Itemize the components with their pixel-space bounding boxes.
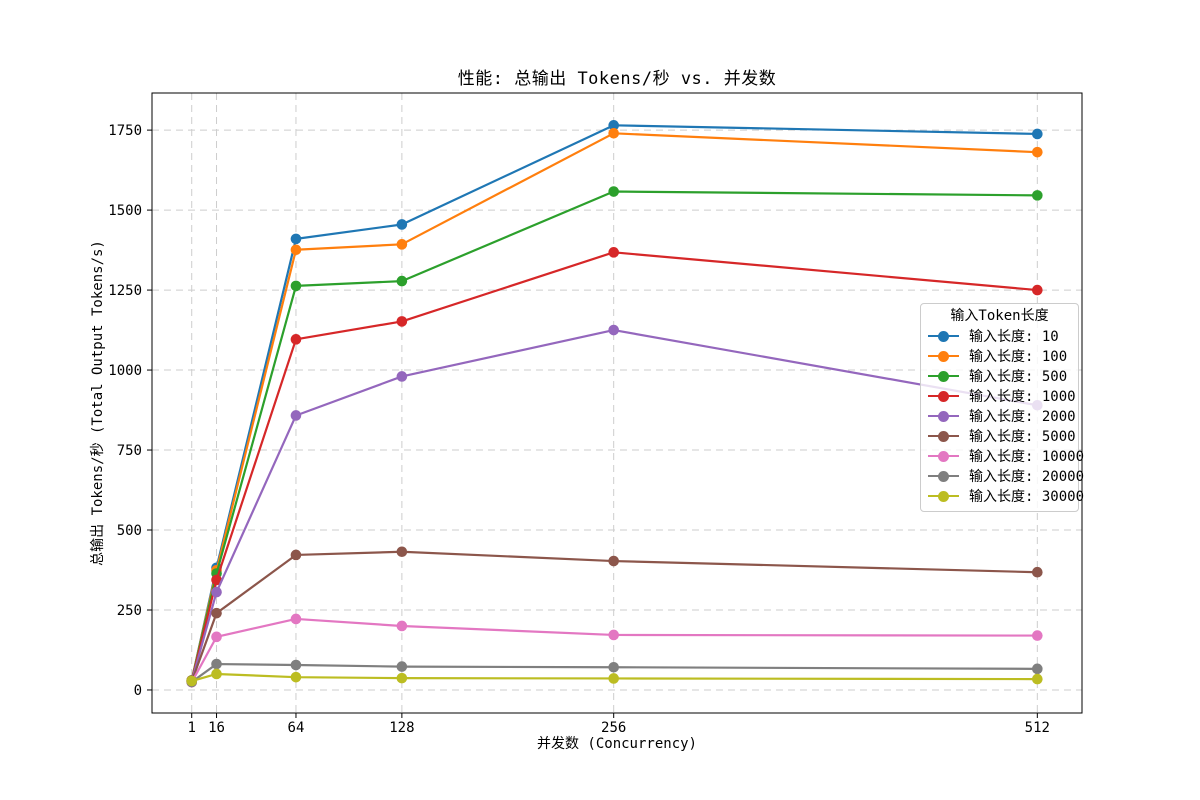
legend-entry-label: 输入长度: 10000 [969, 449, 1085, 465]
series-marker [396, 275, 408, 287]
legend-entry: 输入长度: 1000 [921, 386, 1078, 406]
x-tick-label: 128 [389, 720, 414, 736]
series-marker [1032, 630, 1043, 641]
series-marker [1032, 190, 1043, 201]
series-marker [290, 244, 302, 256]
series-marker [290, 334, 302, 345]
series-marker [290, 549, 302, 561]
series-marker [608, 120, 619, 131]
legend-entry: 输入长度: 10000 [921, 446, 1084, 466]
y-tick-label: 1250 [108, 283, 142, 299]
y-tick-label: 1500 [108, 203, 142, 219]
legend-line-marker-icon [928, 446, 959, 466]
legend-entry: 输入长度: 10 [921, 326, 1078, 346]
series-line [190, 251, 1038, 682]
series-marker [211, 586, 222, 598]
series-line [190, 124, 1038, 681]
legend-entry: 输入长度: 500 [921, 366, 1078, 386]
legend-entry-label: 输入长度: 500 [969, 369, 1068, 385]
legend-line-marker-icon [928, 346, 959, 366]
x-tick-label: 64 [288, 720, 305, 736]
legend-entry-label: 输入长度: 5000 [969, 429, 1076, 445]
series-line [190, 550, 1038, 683]
series-marker [186, 675, 198, 687]
series-line [190, 190, 1038, 681]
series-marker [211, 631, 222, 643]
legend-entry: 输入长度: 2000 [921, 406, 1078, 426]
series-marker [290, 613, 302, 625]
legend-entry-label: 输入长度: 1000 [969, 389, 1076, 405]
x-tick-label: 1 [187, 720, 195, 736]
legend-entry: 输入长度: 30000 [921, 486, 1084, 506]
series-marker [1032, 673, 1043, 685]
y-tick-label: 500 [117, 523, 142, 539]
series-marker [290, 280, 302, 292]
legend-entry: 输入长度: 20000 [921, 466, 1084, 486]
x-tick-label: 256 [601, 720, 626, 736]
series-marker [1032, 146, 1043, 158]
y-tick-label: 250 [117, 603, 142, 619]
series-marker [211, 668, 222, 680]
x-tick-label: 512 [1025, 720, 1050, 736]
legend-entries: 输入长度: 10 输入长度: 100 输入长度: 500 输入长度: 1000 输入长度… [921, 326, 1084, 506]
series-marker [608, 247, 619, 258]
series-marker [1032, 284, 1043, 296]
series-marker [608, 661, 619, 673]
x-axis-label: 并发数 (Concurrency) [536, 736, 697, 752]
series-marker [396, 371, 408, 382]
series-marker [211, 607, 222, 619]
legend: 输入Token长度 输入长度: 10 输入长度: 100 输入长度: 500 输入长度… [920, 303, 1084, 512]
series-marker [396, 219, 408, 230]
series-marker [608, 555, 619, 567]
series-marker [396, 661, 408, 672]
series-marker [1032, 663, 1043, 675]
series-marker [608, 324, 619, 336]
series-marker [396, 239, 408, 250]
series-marker [211, 574, 222, 586]
series-line [190, 617, 1038, 683]
legend-entry-label: 输入长度: 30000 [969, 489, 1085, 505]
legend-line-marker-icon [928, 386, 959, 406]
series-marker [396, 672, 408, 684]
legend-line-marker-icon [928, 326, 959, 346]
series-marker [211, 658, 222, 670]
legend-entry-label: 输入长度: 10 [969, 329, 1059, 345]
series-marker [608, 673, 619, 684]
y-tick-label: 750 [117, 443, 142, 459]
legend-entry-label: 输入长度: 2000 [969, 409, 1076, 425]
legend-entry-label: 输入长度: 100 [969, 349, 1068, 365]
legend-line-marker-icon [928, 466, 959, 486]
series-marker [1032, 128, 1043, 140]
legend-line-marker-icon [928, 426, 959, 446]
series-marker [290, 410, 302, 421]
series-marker [608, 629, 619, 641]
y-tick-label: 1000 [108, 363, 142, 379]
series-marker [396, 316, 408, 327]
series-marker [290, 659, 302, 671]
series-marker [1032, 566, 1043, 578]
series-marker [290, 233, 302, 245]
legend-title: 输入Token长度 [950, 308, 1049, 324]
legend-entry-label: 输入长度: 20000 [969, 469, 1085, 485]
legend-entry: 输入长度: 100 [921, 346, 1078, 366]
x-tick-label: 16 [208, 720, 225, 736]
series-marker [608, 128, 619, 139]
series-marker [396, 620, 408, 632]
series-marker [290, 671, 302, 683]
legend-line-marker-icon [928, 406, 959, 426]
y-axis-label: 总输出 Tokens/秒 (Total Output Tokens/s) [90, 240, 106, 566]
legend-line-marker-icon [928, 486, 959, 506]
chart-title: 性能: 总输出 Tokens/秒 vs. 并发数 [457, 69, 777, 89]
series-line [190, 328, 1038, 682]
legend-line-marker-icon [928, 366, 959, 386]
y-tick-label: 1750 [108, 123, 142, 139]
series-marker [396, 546, 408, 558]
series-marker [608, 186, 619, 197]
y-tick-label: 0 [134, 683, 142, 699]
plot-border [151, 92, 1083, 714]
legend-entry: 输入长度: 5000 [921, 426, 1078, 446]
